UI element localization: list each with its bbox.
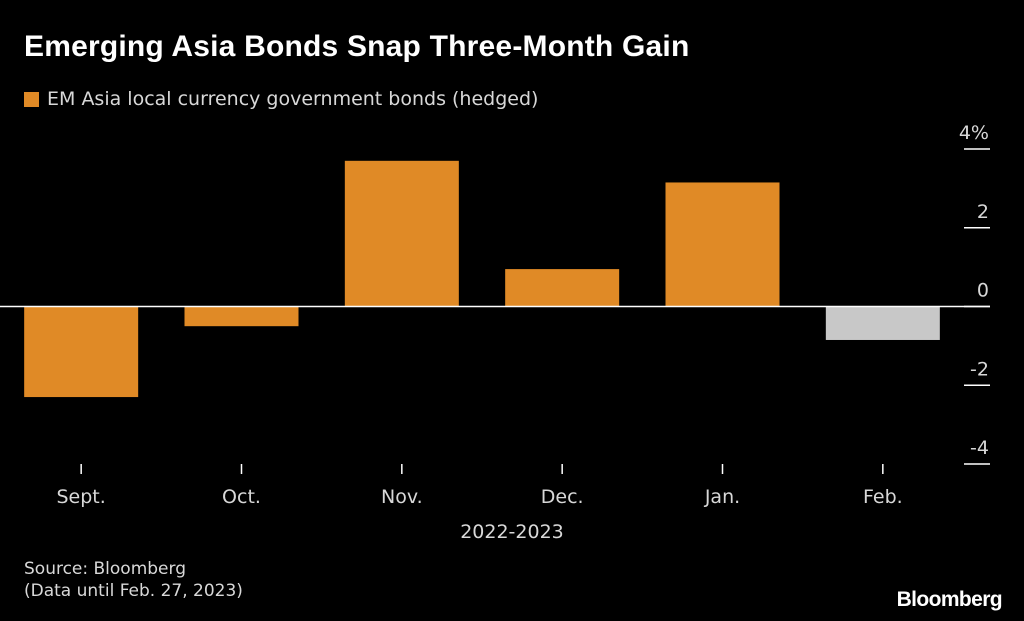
data-range-note: (Data until Feb. 27, 2023) <box>24 581 243 601</box>
legend-label: EM Asia local currency government bonds … <box>47 88 539 110</box>
x-tick-label: Sept. <box>57 486 106 508</box>
x-axis-label: 2022-2023 <box>460 521 564 543</box>
source-line: Source: Bloomberg <box>24 559 186 579</box>
bar-dec <box>505 269 620 307</box>
legend: EM Asia local currency government bonds … <box>24 88 538 110</box>
x-tick-label: Dec. <box>541 486 584 508</box>
legend-swatch <box>24 91 39 107</box>
y-tick-label: 0 <box>977 280 989 302</box>
bar-feb <box>825 306 940 340</box>
x-tick-label: Oct. <box>222 486 261 508</box>
bar-nov <box>344 160 459 307</box>
bar-jan <box>665 182 780 307</box>
source-note: Source: Bloomberg (Data until Feb. 27, 2… <box>24 558 243 602</box>
x-tick-label: Jan. <box>704 486 740 508</box>
chart-title: Emerging Asia Bonds Snap Three-Month Gai… <box>24 30 690 63</box>
y-tick-label: -4 <box>970 437 989 459</box>
bar-chart: 4% 2 0 -2 -4 Sept. Oct. Nov. Dec. Jan. Feb. 2022-20… <box>0 122 990 543</box>
y-tick-label: -2 <box>970 358 989 380</box>
x-tick-label: Feb. <box>863 486 903 508</box>
x-tick-label: Nov. <box>381 486 423 508</box>
y-tick-label: 4% <box>959 122 989 144</box>
bar-sept <box>24 306 139 398</box>
bar-oct <box>184 306 299 327</box>
bloomberg-logo: Bloomberg <box>896 588 1003 611</box>
y-tick-label: 2 <box>977 201 989 223</box>
